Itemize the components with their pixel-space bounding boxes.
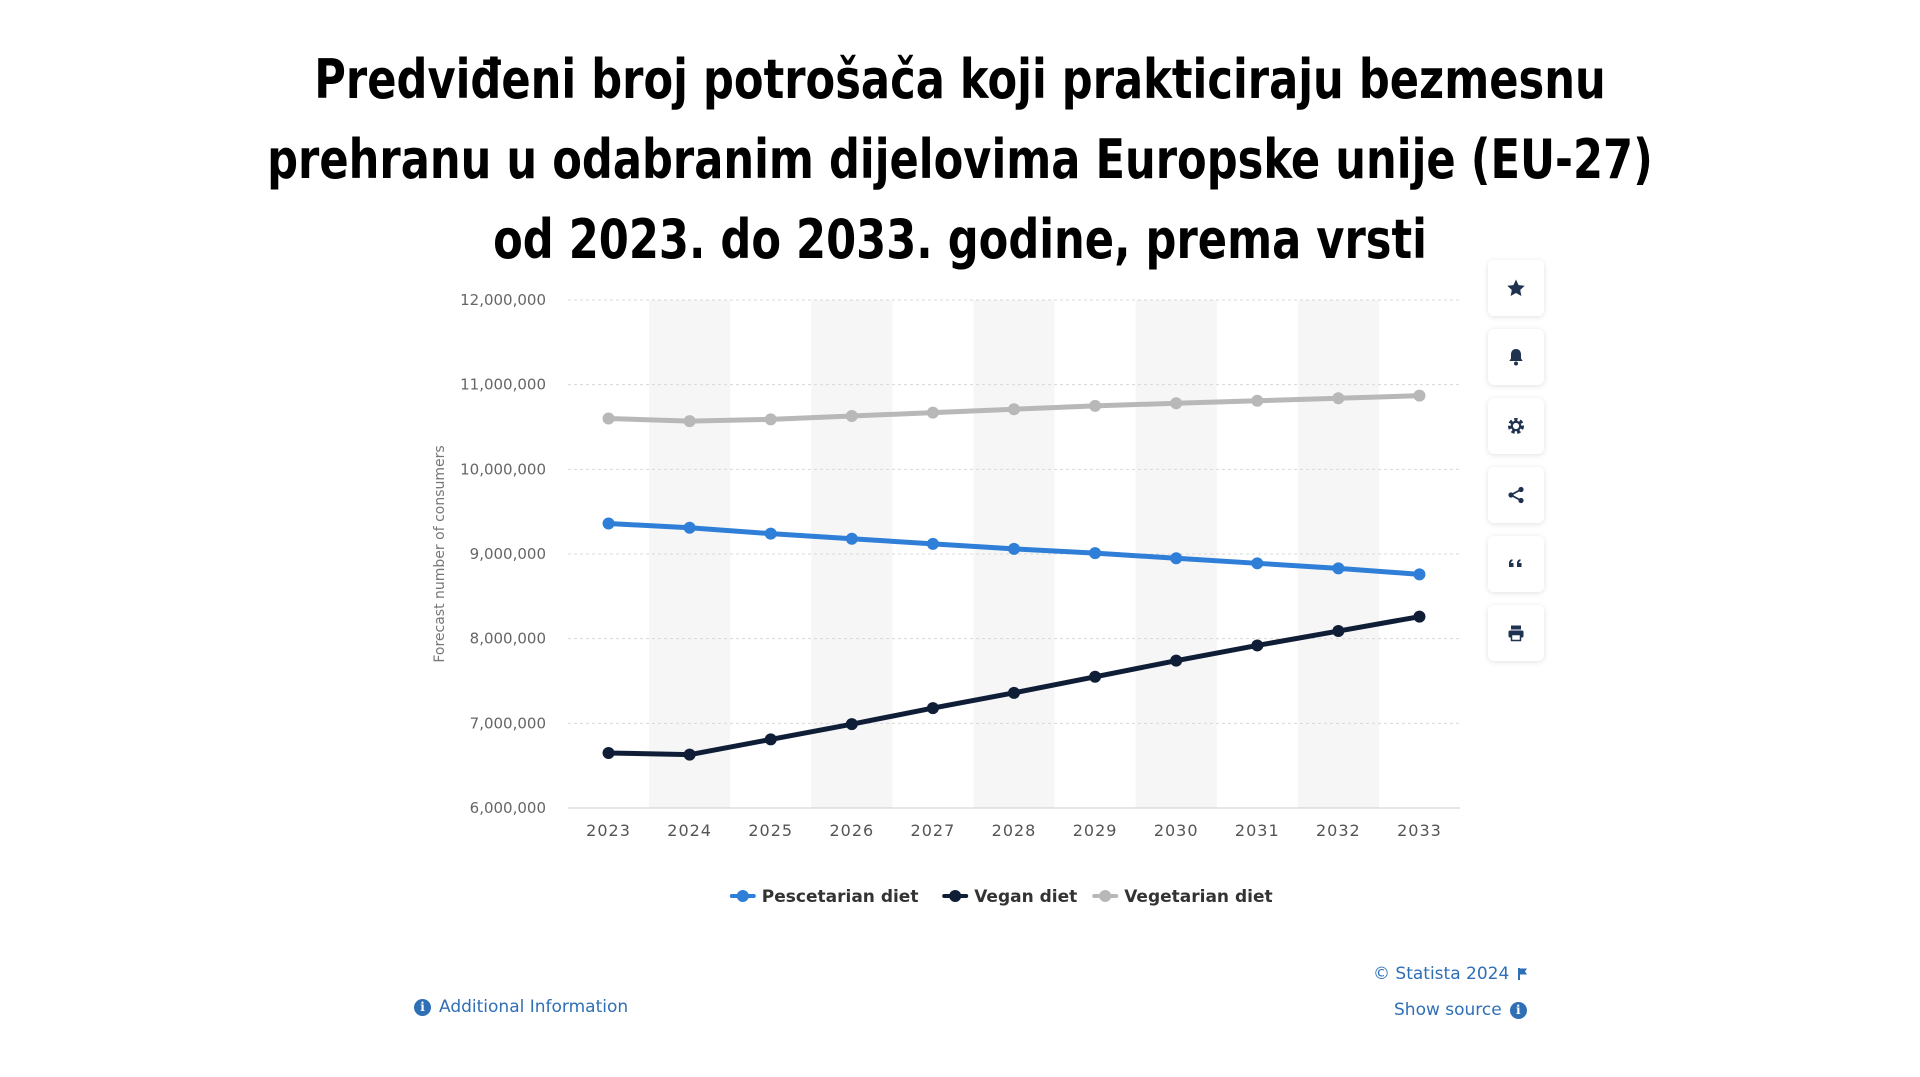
pescetarian-diet-point [1089,547,1102,560]
y-tick-label: 10,000,000 [460,460,546,478]
vegetarian-diet-point [845,409,858,422]
show-source-link[interactable]: Show source i [1394,1000,1527,1020]
x-tick-label: 2024 [667,821,712,840]
x-tick-label: 2033 [1397,821,1442,840]
additional-information-text: Additional Information [439,997,629,1017]
x-tick-label: 2031 [1235,821,1280,840]
info-icon: i [414,998,431,1016]
legend-label: Vegan diet [974,887,1077,907]
additional-information-link[interactable]: i Additional Information [414,997,628,1017]
notification-button[interactable] [1488,329,1544,385]
favorite-button[interactable] [1488,260,1544,316]
legend-swatch-marker [736,890,749,902]
pescetarian-diet-point [926,537,939,550]
pescetarian-diet-point [764,527,777,540]
vegan-diet-point [1413,610,1426,623]
y-tick-label: 6,000,000 [470,799,546,817]
show-source-text: Show source [1394,1000,1502,1020]
vegetarian-diet-point [764,413,777,426]
vegetarian-diet-point [1170,397,1183,410]
vegan-diet-point [764,733,777,746]
x-tick-label: 2032 [1316,821,1361,840]
settings-button[interactable] [1488,398,1544,454]
print-button[interactable] [1488,605,1544,661]
vegan-diet-point [926,702,939,715]
line-chart: 6,000,000 7,000,000 8,000,000 9,000,000 10,0… [432,291,1460,907]
legend-swatch-marker [949,890,962,902]
vegan-diet-point [602,746,615,759]
vegan-diet-point [1089,670,1102,683]
x-tick-label: 2026 [829,821,874,840]
vegan-diet-point [1332,625,1345,638]
pescetarian-diet-point [1251,557,1264,570]
pescetarian-diet-point [1332,562,1345,575]
vegetarian-diet-point [1008,403,1020,416]
vegetarian-diet-point [1413,389,1426,402]
x-tick-label: 2028 [992,821,1037,840]
copyright-link[interactable]: © Statista 2024 [1373,964,1529,984]
y-tick-label: 8,000,000 [470,630,546,648]
x-tick-label: 2027 [911,821,956,840]
pescetarian-diet-point [1170,552,1183,565]
vegan-diet-point [683,748,696,761]
vegan-diet-point [845,718,858,731]
vegan-diet-point [1008,686,1020,699]
info-icon: i [1509,1001,1527,1019]
copyright-text: © Statista 2024 [1373,964,1510,984]
vegan-diet-point [1251,639,1264,652]
flag-icon [1518,968,1528,980]
vegetarian-diet-point [1089,399,1102,412]
y-tick-label: 11,000,000 [460,376,546,394]
bell-icon [1509,349,1523,366]
star-icon [1507,279,1525,296]
y-axis-title: Forecast number of consumers [432,445,448,662]
y-tick-label: 9,000,000 [470,545,546,563]
vegetarian-diet-point [1332,392,1345,405]
share-icon [1508,486,1524,504]
pescetarian-diet-point [683,521,696,534]
x-tick-label: 2030 [1154,821,1199,840]
chart-toolbar [1488,260,1548,674]
page-title: Predviđeni broj potrošača koji prakticir… [267,48,1653,271]
gear-icon [1508,418,1524,434]
chart-card: 6,000,000 7,000,000 8,000,000 9,000,000 10,0… [408,250,1560,1050]
vegan-diet-point [1170,654,1183,667]
x-tick-label: 2029 [1073,821,1118,840]
share-button[interactable] [1488,467,1544,523]
legend-label: Pescetarian diet [762,887,919,907]
pescetarian-diet-point [1008,542,1020,555]
x-tick-label: 2025 [748,821,793,840]
y-tick-label: 12,000,000 [460,291,546,309]
pescetarian-diet-point [845,532,858,545]
vegetarian-diet-point [602,412,615,425]
vegetarian-diet-point [926,406,939,419]
pescetarian-diet-point [1413,568,1426,581]
legend-swatch-marker [1099,890,1112,902]
pescetarian-diet-point [602,517,615,530]
vegetarian-diet-point [1251,394,1264,407]
cite-button[interactable] [1488,536,1544,592]
vegetarian-diet-point [683,415,696,428]
x-tick-label: 2023 [586,821,631,840]
print-icon [1508,625,1524,642]
y-tick-label: 7,000,000 [470,714,546,732]
quote-icon [1509,559,1522,567]
legend-label: Vegetarian diet [1124,887,1272,907]
